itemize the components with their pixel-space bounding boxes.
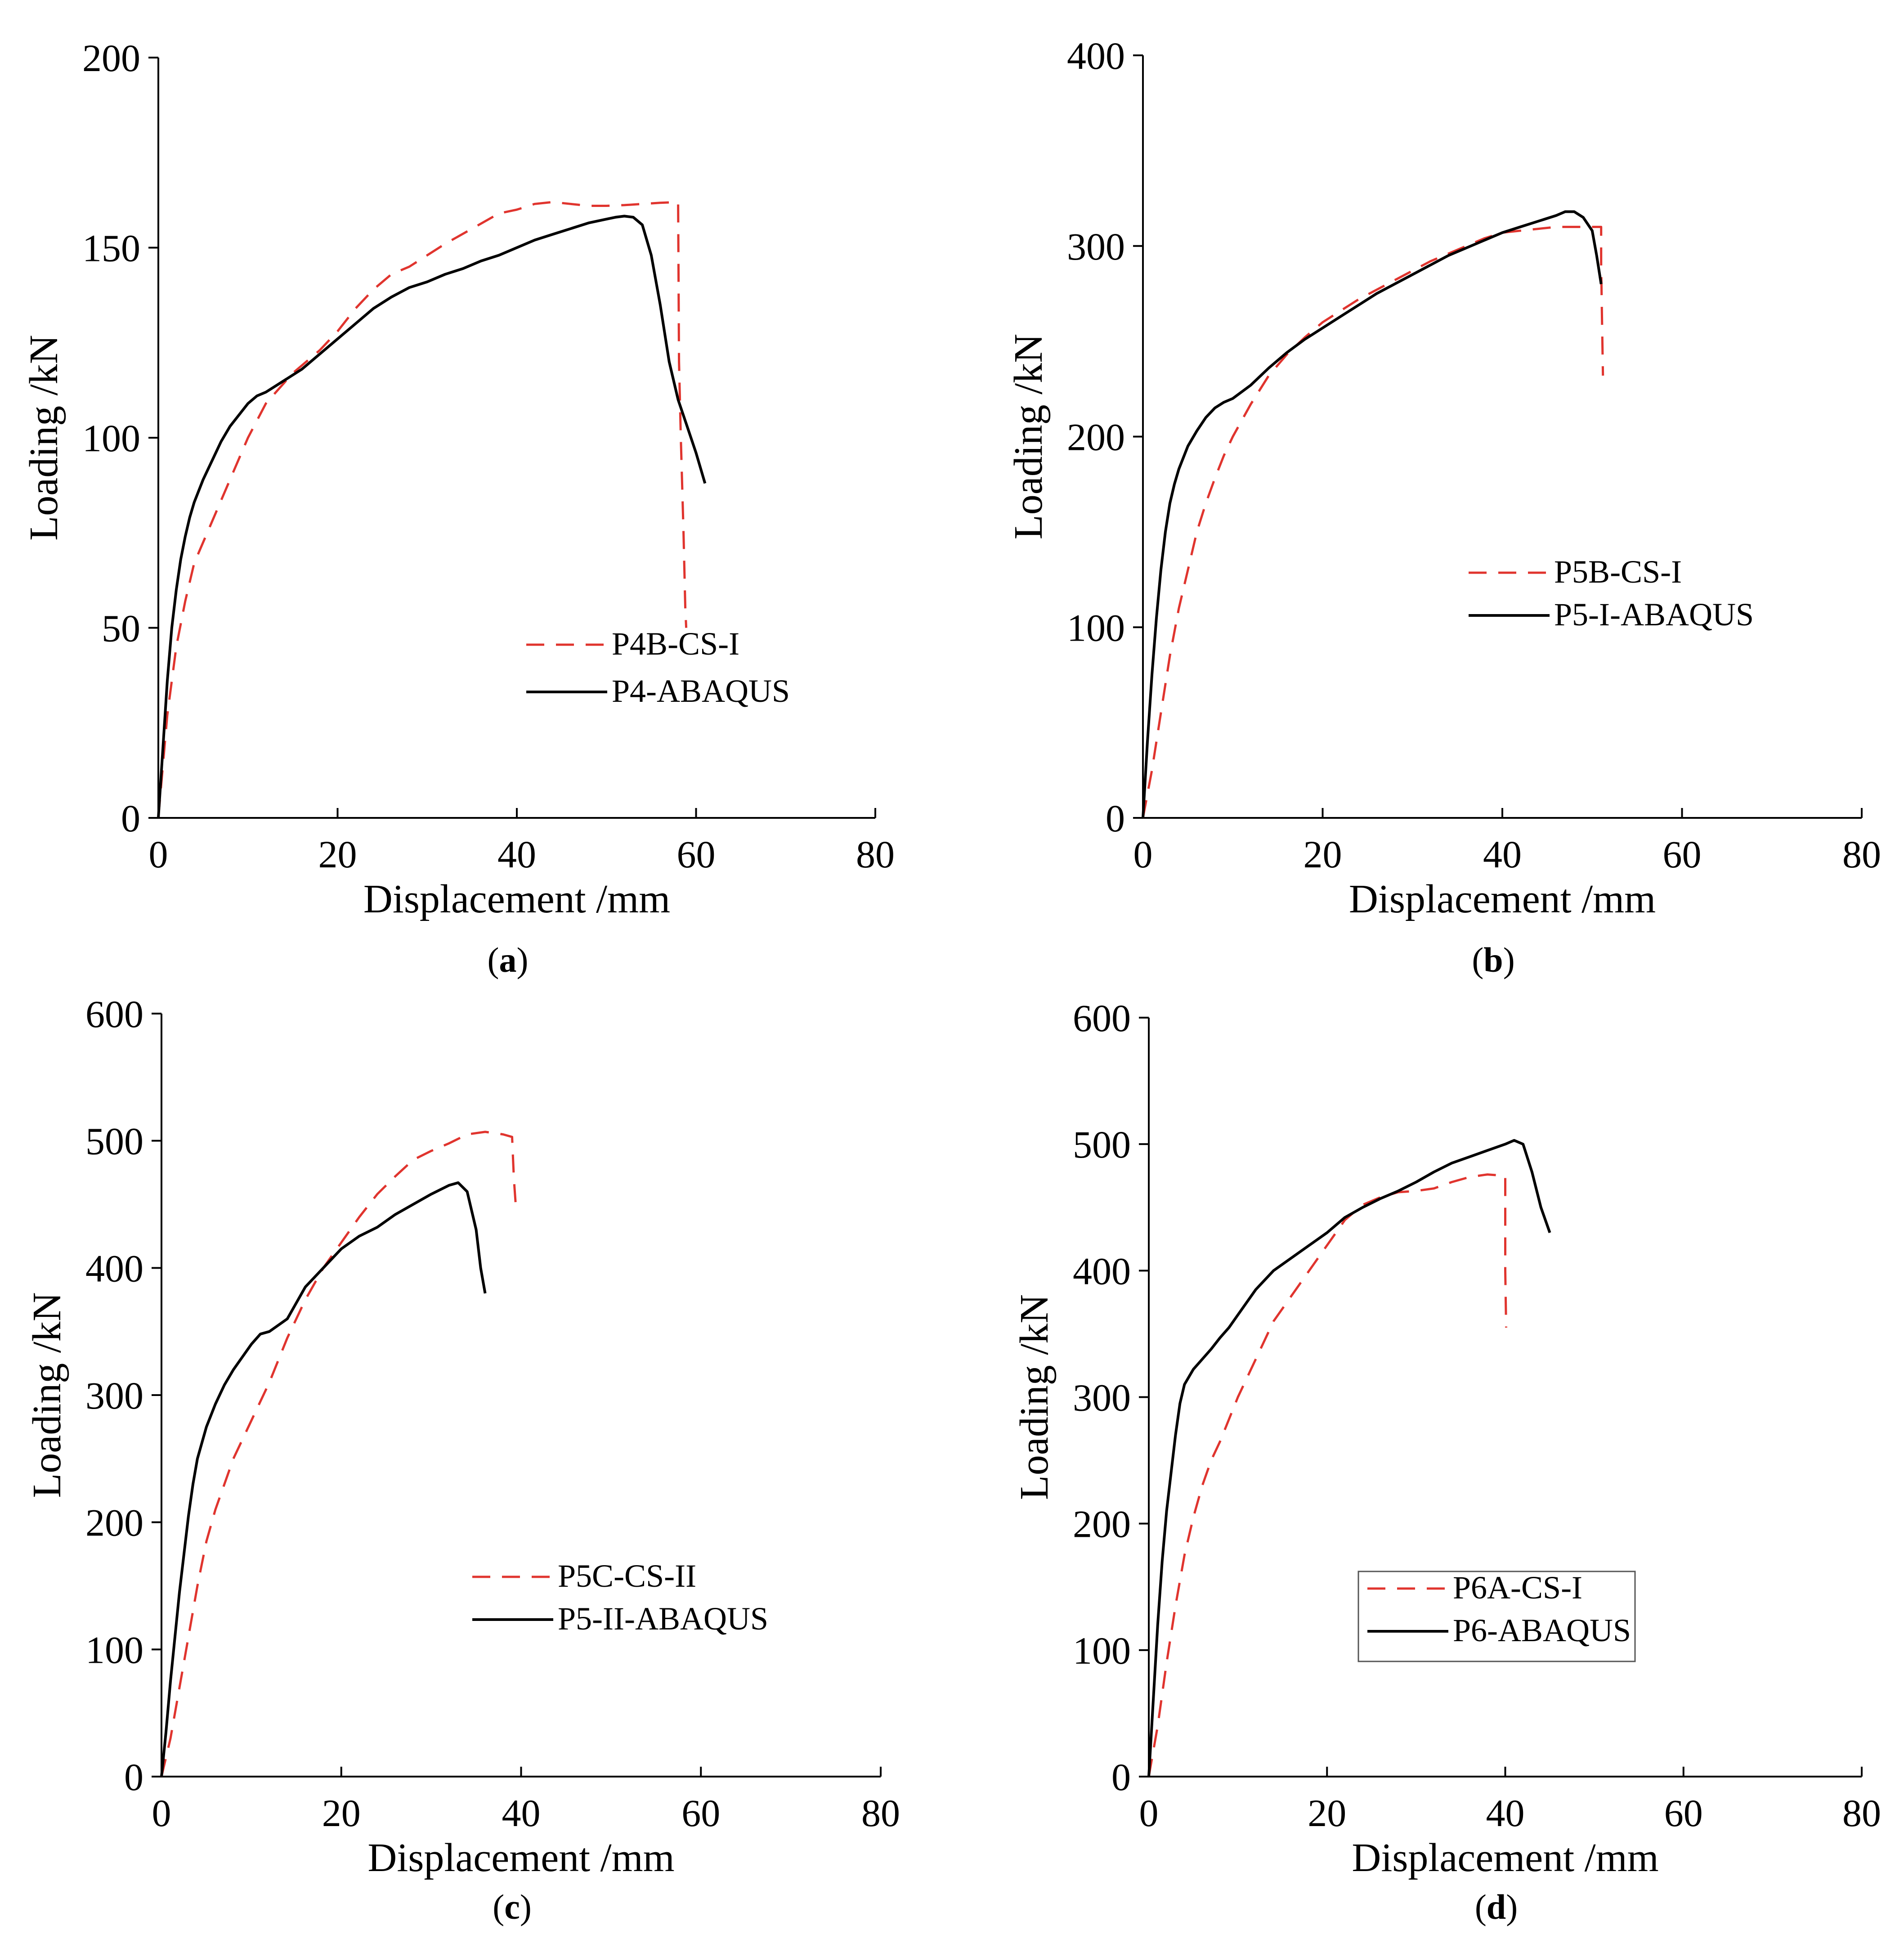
y-tick-label: 150 [82,227,140,270]
series-line-p5-i-abaqus [1142,210,1603,818]
y-tick-label: 100 [1073,1629,1131,1672]
legend: P5C-CS-II P5-II-ABAQUS [472,1558,768,1637]
legend: P6A-CS-I P6-ABAQUS [1357,1570,1636,1662]
y-tick-label: 100 [1067,606,1125,649]
y-tick-label: 200 [1073,1503,1131,1546]
panel-a: 0 20 40 60 80 0 50 100 150 200 Displacement /mm Loa… [22,36,895,979]
y-tick-label: 300 [1073,1376,1131,1419]
panel-caption: (b) [1472,940,1514,979]
legend-label: P4-ABAQUS [612,673,790,709]
x-tick-label: 20 [322,1791,361,1835]
panel-caption: (a) [488,940,529,979]
legend: P4B-CS-I P4-ABAQUS [526,626,790,709]
x-tick-label: 60 [1664,1791,1703,1835]
y-tick-label: 500 [85,1120,143,1163]
panel-caption-letter: a [499,940,517,979]
y-axis-title: Loading /kN [25,1292,69,1498]
series-line-p6a-cs-i [1147,1173,1507,1777]
series-line-p4-abaqus [157,215,707,818]
panel-caption: (c) [493,1887,532,1926]
y-tick-label: 100 [85,1628,143,1671]
y-tick-label: 300 [1067,225,1125,268]
y-tick-label: 600 [85,992,143,1036]
x-tick-label: 60 [681,1791,720,1835]
x-axis-title: Displacement /mm [363,877,670,921]
x-tick-label: 80 [856,833,895,876]
x-tick-label: 80 [1842,833,1881,876]
x-axis-title: Displacement /mm [1352,1836,1658,1880]
x-tick-label: 60 [1663,833,1702,876]
y-tick-label: 200 [85,1501,143,1544]
x-tick-label: 80 [861,1791,900,1835]
x-tick-label: 20 [1304,833,1342,876]
panel-c: 0 20 40 60 80 0 100 200 300 400 500 600 Displacement… [25,992,900,1926]
y-tick-label: 500 [1073,1123,1131,1166]
x-tick-label: 80 [1842,1791,1881,1835]
y-tick-label: 400 [1073,1249,1131,1293]
x-tick-label: 0 [149,833,168,876]
y-tick-label: 600 [1073,996,1131,1040]
series-line-p4b-cs-i [157,201,688,818]
x-tick-label: 20 [1308,1791,1346,1835]
panel-caption-letter: d [1487,1887,1506,1926]
x-tick-label: 40 [1486,1791,1525,1835]
series-line-p5b-cs-i [1142,225,1604,818]
y-tick-label: 0 [124,1755,143,1799]
x-axis-title: Displacement /mm [1349,877,1656,921]
y-tick-label: 50 [102,607,140,650]
y-axis-title: Loading /kN [1012,1294,1057,1500]
x-tick-label: 60 [677,833,716,876]
legend-box [1357,1571,1636,1662]
series-line-p6-abaqus [1147,1139,1551,1777]
legend-label: P5B-CS-I [1554,554,1682,590]
x-tick-label: 40 [502,1791,541,1835]
y-tick-label: 0 [1106,797,1125,840]
x-tick-label: 40 [497,833,536,876]
y-tick-label: 400 [1067,34,1125,77]
series-line-p5c-cs-ii [160,1131,517,1777]
panel-caption: (d) [1475,1887,1518,1926]
x-tick-label: 20 [318,833,357,876]
legend: P5B-CS-I P5-I-ABAQUS [1469,554,1754,633]
y-tick-label: 400 [85,1247,143,1290]
y-axis-title: Loading /kN [22,335,66,540]
series-line-p5-ii-abaqus [160,1181,487,1777]
legend-label: P6A-CS-I [1453,1570,1582,1606]
y-tick-label: 200 [1067,416,1125,459]
panel-b: 0 20 40 60 80 0 100 200 300 400 Displacement /mm Lo… [1006,34,1881,979]
y-tick-label: 300 [85,1374,143,1417]
x-tick-label: 40 [1483,833,1522,876]
y-tick-label: 0 [1111,1755,1131,1799]
panel-caption-letter: c [504,1887,520,1926]
x-tick-label: 0 [1139,1791,1159,1835]
panel-caption-letter: b [1483,940,1503,979]
x-tick-label: 0 [1133,833,1153,876]
y-axis-title: Loading /kN [1006,334,1051,539]
legend-label: P5C-CS-II [558,1558,696,1594]
x-tick-label: 0 [152,1791,171,1835]
legend-label: P5-II-ABAQUS [558,1601,768,1637]
y-tick-label: 200 [82,36,140,80]
y-tick-label: 100 [82,417,140,460]
x-axis-title: Displacement /mm [367,1836,674,1880]
legend-label: P4B-CS-I [612,626,739,662]
panel-d: 0 20 40 60 80 0 100 200 300 400 500 600 Displacement… [1012,996,1881,1926]
y-tick-label: 0 [121,797,140,840]
legend-label: P6-ABAQUS [1453,1612,1631,1648]
legend-label: P5-I-ABAQUS [1554,597,1754,633]
